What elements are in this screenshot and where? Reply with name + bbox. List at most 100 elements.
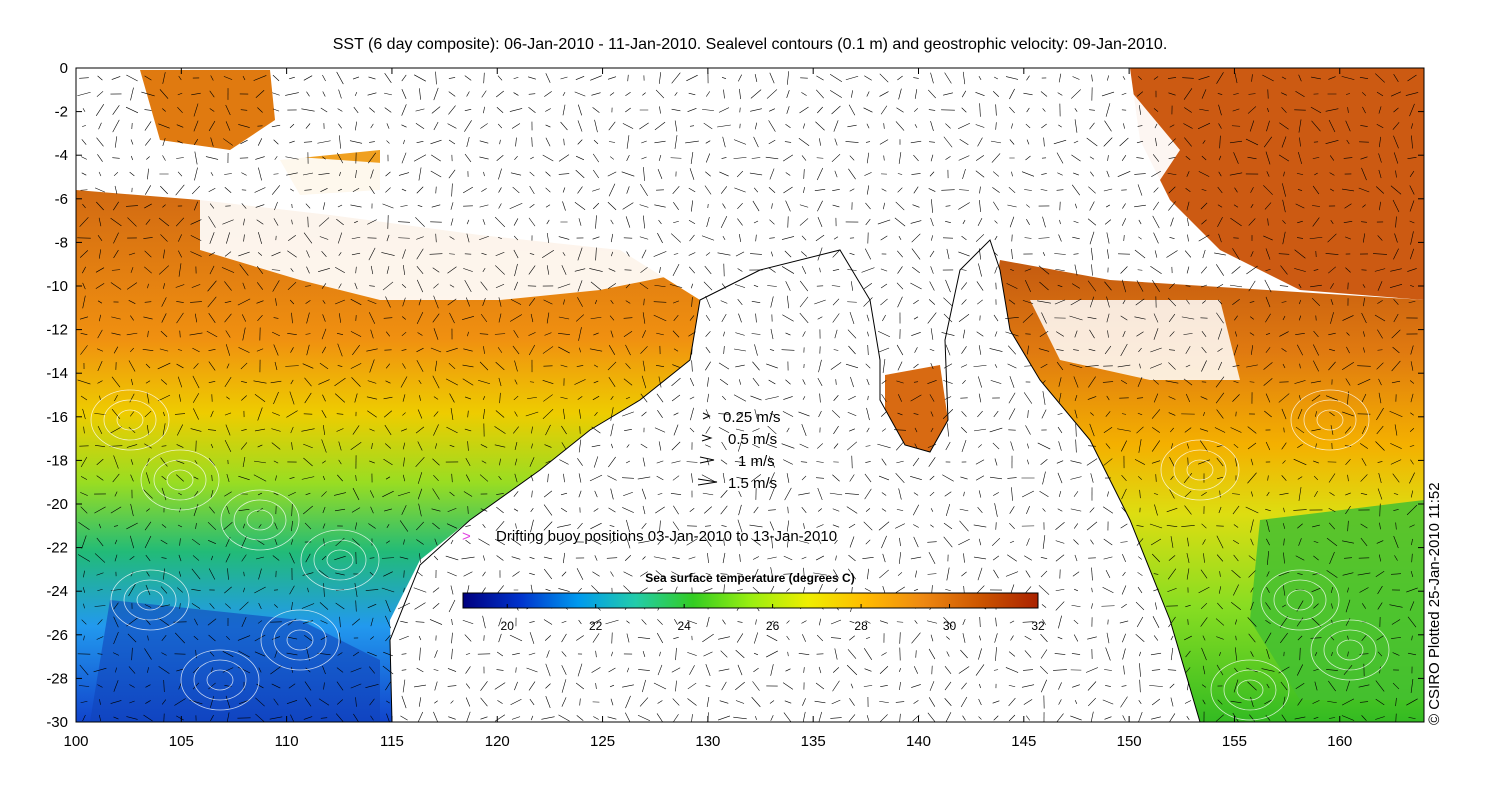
velocity-arrow xyxy=(706,458,710,466)
velocity-arrow xyxy=(1038,585,1050,595)
velocity-arrow xyxy=(1170,427,1174,433)
velocity-arrow xyxy=(866,314,870,322)
velocity-arrow xyxy=(561,697,567,707)
velocity-arrow xyxy=(382,203,394,209)
velocity-arrow xyxy=(591,619,601,625)
velocity-arrow xyxy=(688,92,696,96)
velocity-arrow xyxy=(1024,268,1032,272)
velocity-arrow xyxy=(737,621,743,623)
velocity-arrow xyxy=(705,409,711,419)
velocity-arrow xyxy=(1154,602,1158,610)
velocity-arrow xyxy=(897,173,903,175)
velocity-arrow xyxy=(1185,604,1191,608)
velocity-arrow xyxy=(1250,187,1254,193)
velocity-arrow xyxy=(1167,568,1177,580)
velocity-arrow xyxy=(397,602,411,610)
velocity-arrow xyxy=(242,75,246,81)
velocity-arrow xyxy=(302,620,314,624)
velocity-arrow xyxy=(128,252,136,256)
velocity-arrow xyxy=(207,540,217,544)
velocity-arrow xyxy=(994,266,998,274)
velocity-arrow xyxy=(157,394,171,402)
velocity-arrow xyxy=(1218,123,1222,129)
velocity-arrow xyxy=(819,267,821,273)
velocity-arrow xyxy=(1299,647,1301,661)
velocity-arrow xyxy=(1073,376,1079,388)
velocity-arrow xyxy=(1394,424,1398,436)
velocity-arrow xyxy=(83,635,85,641)
velocity-arrow xyxy=(224,376,232,388)
velocity-arrow xyxy=(560,121,568,131)
velocity-arrow xyxy=(927,312,937,324)
velocity-arrow xyxy=(767,556,777,560)
velocity-arrow xyxy=(509,108,523,112)
velocity-arrow xyxy=(705,295,711,309)
velocity-arrow xyxy=(1022,300,1034,304)
velocity-arrow xyxy=(1377,235,1383,241)
velocity-arrow xyxy=(894,429,906,431)
velocity-arrow xyxy=(639,697,649,707)
velocity-arrow xyxy=(1391,380,1401,384)
velocity-arrow xyxy=(867,331,869,337)
velocity-arrow xyxy=(1183,472,1193,484)
velocity-arrow xyxy=(417,472,423,484)
velocity-arrow xyxy=(1151,440,1161,452)
velocity-arrow xyxy=(1040,679,1048,693)
velocity-arrow xyxy=(848,168,856,180)
velocity-arrow xyxy=(1185,285,1191,287)
velocity-arrow xyxy=(946,248,950,260)
velocity-arrow xyxy=(975,664,985,676)
velocity-arrow xyxy=(1263,362,1273,370)
velocity-arrow xyxy=(1298,152,1302,164)
velocity-arrow xyxy=(529,540,535,544)
velocity-arrow xyxy=(1393,313,1399,323)
velocity-arrow xyxy=(129,556,135,560)
velocity-arrow xyxy=(1200,202,1208,210)
velocity-arrow xyxy=(752,556,760,560)
velocity-arrow xyxy=(943,92,953,96)
velocity-arrow xyxy=(914,427,918,433)
velocity-arrow xyxy=(993,669,999,671)
velocity-arrow xyxy=(159,89,169,99)
velocity-arrow xyxy=(304,392,312,404)
velocity-arrow xyxy=(1295,426,1305,434)
velocity-arrow xyxy=(96,458,104,466)
velocity-arrow xyxy=(1411,135,1413,149)
velocity-arrow xyxy=(1186,443,1190,449)
velocity-arrow xyxy=(1138,439,1142,453)
velocity-arrow xyxy=(497,237,503,239)
velocity-arrow xyxy=(403,539,405,545)
velocity-arrow xyxy=(542,380,554,384)
velocity-arrow xyxy=(1005,316,1019,320)
velocity-arrow xyxy=(322,475,326,481)
velocity-arrow xyxy=(831,153,841,163)
velocity-arrow xyxy=(1011,123,1013,129)
velocity-arrow xyxy=(975,234,985,242)
velocity-arrow xyxy=(1250,538,1254,546)
velocity-arrow xyxy=(446,523,458,529)
velocity-arrow xyxy=(626,620,630,624)
velocity-arrow xyxy=(79,250,89,258)
velocity-arrow xyxy=(590,75,602,81)
velocity-arrow xyxy=(1391,619,1401,625)
velocity-arrow xyxy=(626,667,630,673)
velocity-arrow xyxy=(95,103,105,117)
velocity-arrow xyxy=(209,203,215,209)
velocity-arrow xyxy=(847,411,857,417)
velocity-arrow xyxy=(369,141,375,143)
velocity-arrow xyxy=(607,201,617,211)
velocity-arrow xyxy=(1169,331,1175,337)
velocity-arrow xyxy=(496,669,504,671)
velocity-arrow xyxy=(545,137,551,147)
velocity-arrow xyxy=(798,137,810,147)
velocity-arrow xyxy=(851,586,853,594)
velocity-arrow xyxy=(238,124,250,128)
velocity-arrow xyxy=(110,217,122,227)
velocity-arrow xyxy=(514,379,518,385)
velocity-arrow xyxy=(160,185,168,195)
velocity-arrow xyxy=(1166,250,1178,258)
velocity-arrow xyxy=(1389,604,1403,608)
velocity-arrow xyxy=(1328,361,1336,371)
velocity-arrow xyxy=(434,538,438,546)
velocity-arrow xyxy=(158,265,170,275)
